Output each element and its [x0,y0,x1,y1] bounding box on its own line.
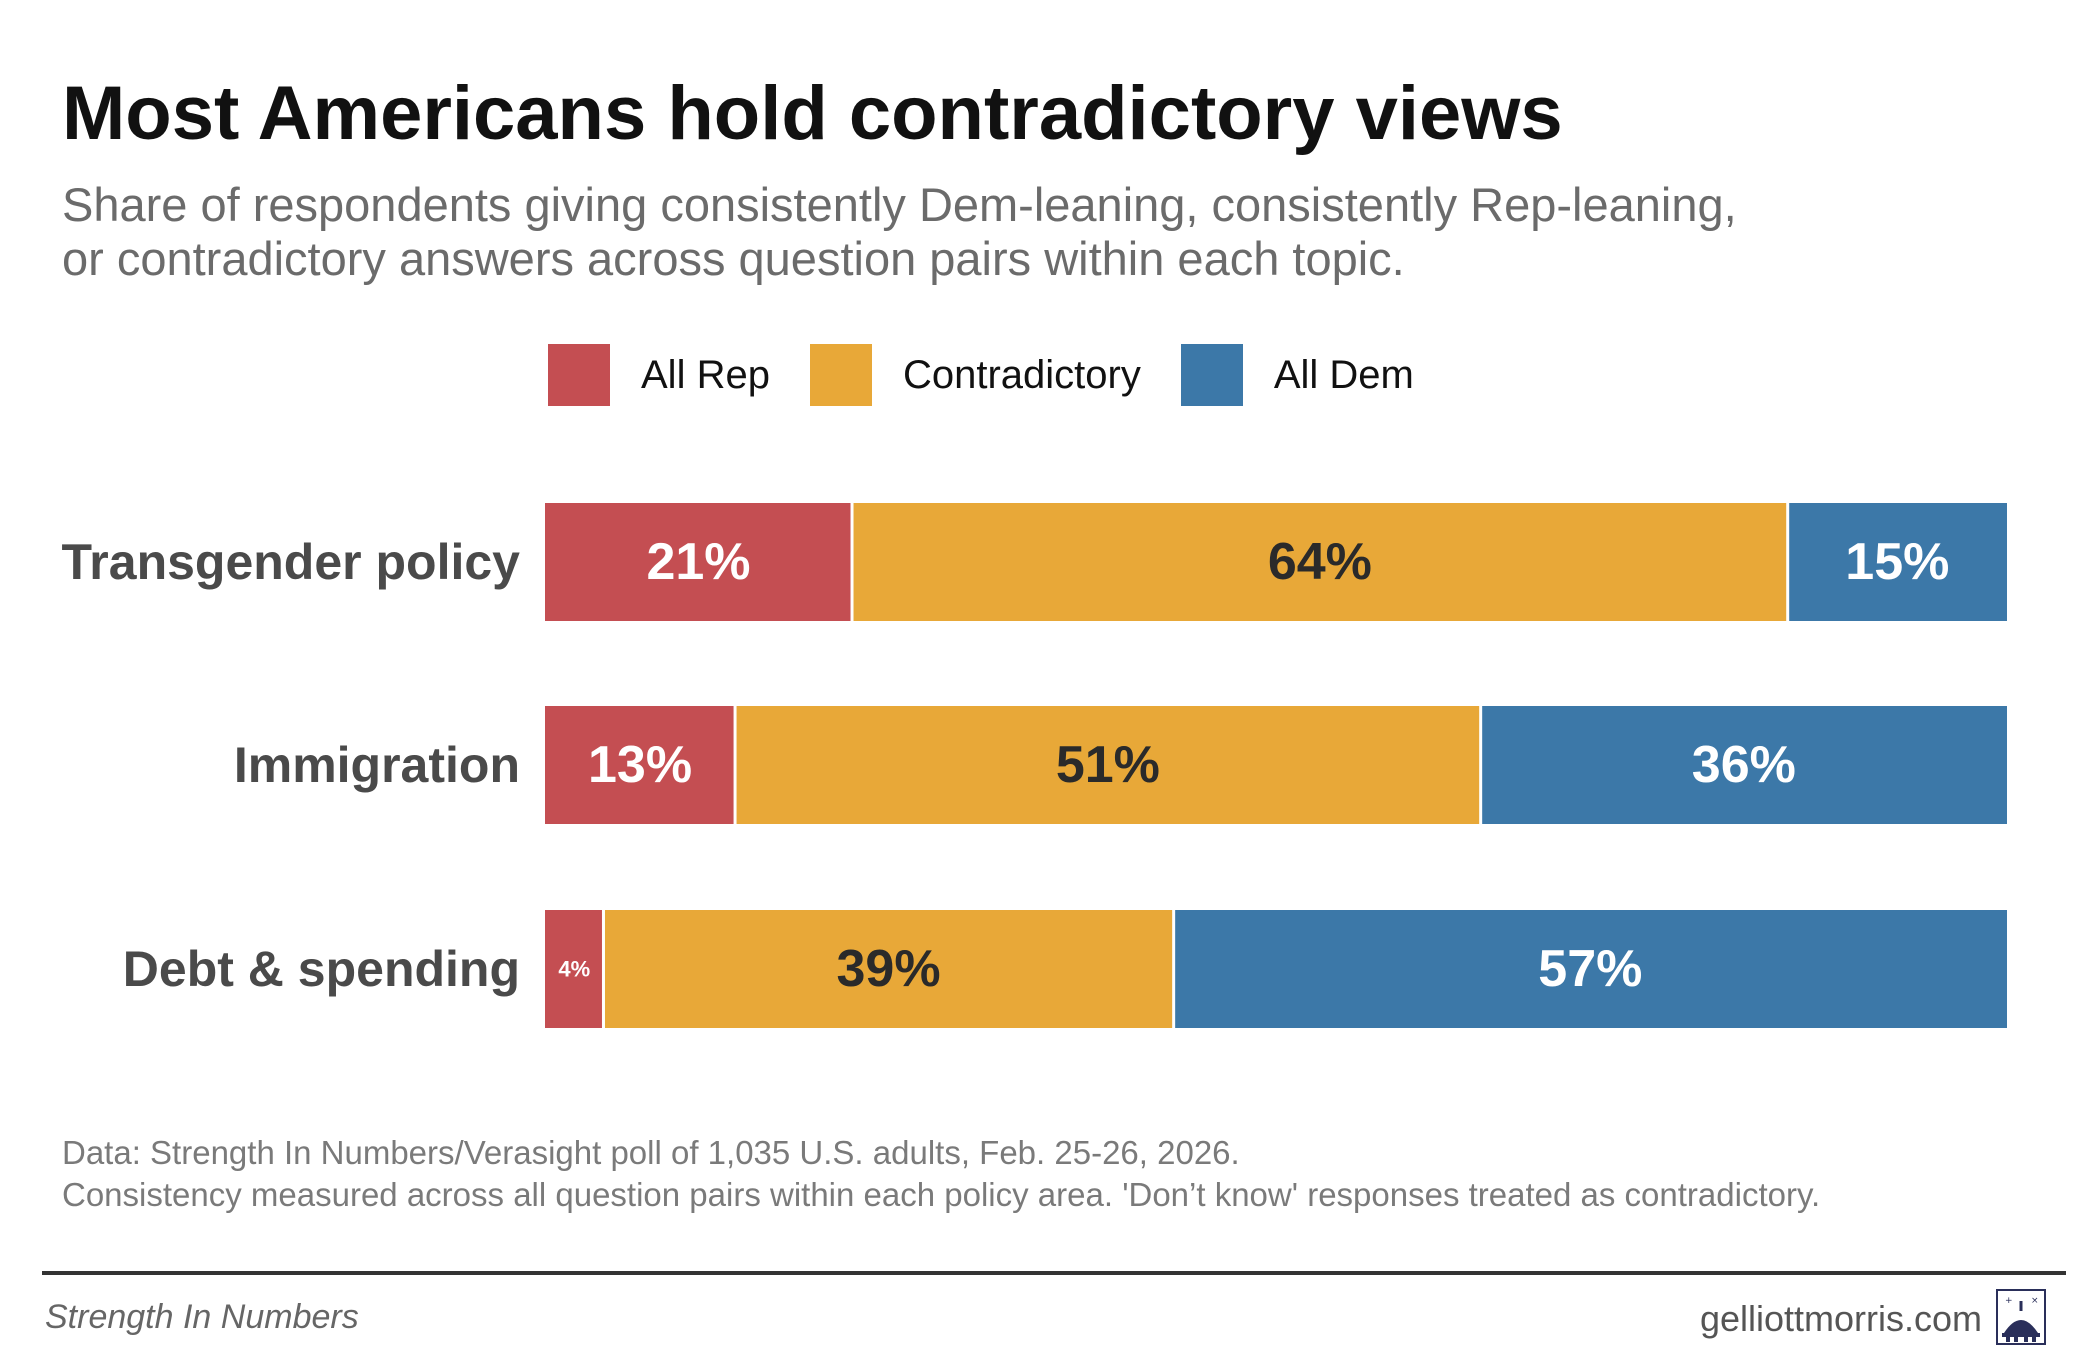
website-link[interactable]: gelliottmorris.com [1699,1298,1982,1339]
legend-label-all-dem: All Dem [1273,352,1414,397]
bar-all-rep-immigration [545,706,734,824]
chart-legend: All Rep Contradictory All Dem [548,344,1454,406]
data-label-all-rep-immigration: 13% [588,736,692,794]
subtitle-line-2: or contradictory answers across question… [62,232,1405,285]
chart-subtitle: Share of respondents giving consistently… [62,178,1737,286]
chart-title: Most Americans hold contradictory views [62,71,1563,156]
category-label-transgender-policy: Transgender policy [62,534,521,590]
data-label-all-dem-transgender-policy: 15% [1845,533,1949,591]
data-label-all-dem-debt-and-spending: 57% [1538,940,1642,998]
capitol-dome-icon: + × [1996,1289,2046,1345]
legend-label-contradictory: Contradictory [902,352,1141,397]
bar-all-rep-transgender-policy [545,503,851,621]
bar-all-dem-debt-and-spending [1175,910,2007,1028]
chart-notes: Data: Strength In Numbers/Verasight poll… [62,1132,1820,1216]
svg-text:+: + [2005,1296,2013,1306]
legend-label-all-rep: All Rep [641,352,770,397]
legend-swatch-all-rep [548,344,610,406]
svg-text:×: × [2031,1296,2039,1306]
data-label-contradictory-immigration: 51% [1056,736,1160,794]
source-note: Data: Strength In Numbers/Verasight poll… [62,1134,1240,1171]
bar-contradictory-immigration [736,706,1480,824]
method-note: Consistency measured across all question… [62,1176,1821,1213]
bar-all-dem-immigration [1482,706,2007,824]
subtitle-line-1: Share of respondents giving consistently… [62,178,1737,231]
data-label-all-dem-immigration: 36% [1692,736,1796,794]
publication-name: Strength In Numbers [45,1298,359,1336]
category-label-debt-and-spending: Debt & spending [123,941,520,997]
data-label-all-rep-debt-and-spending: 4% [558,957,590,982]
bar-contradictory-debt-and-spending [604,910,1173,1028]
data-label-all-rep-transgender-policy: 21% [646,533,750,591]
bar-contradictory-transgender-policy [853,503,1787,621]
legend-swatch-all-dem [1180,344,1243,406]
legend-swatch-contradictory [809,344,872,406]
footer-divider [42,1271,2066,1275]
bar-all-dem-transgender-policy [1789,503,2007,621]
data-label-contradictory-transgender-policy: 64% [1268,533,1372,591]
legend-item-all-dem: All Dem [1180,344,1414,406]
legend-item-all-rep: All Rep [548,344,770,406]
data-label-contradictory-debt-and-spending: 39% [837,940,941,998]
legend-item-contradictory: Contradictory [809,344,1141,406]
category-label-immigration: Immigration [234,737,520,793]
bar-all-rep-debt-and-spending [545,910,602,1028]
